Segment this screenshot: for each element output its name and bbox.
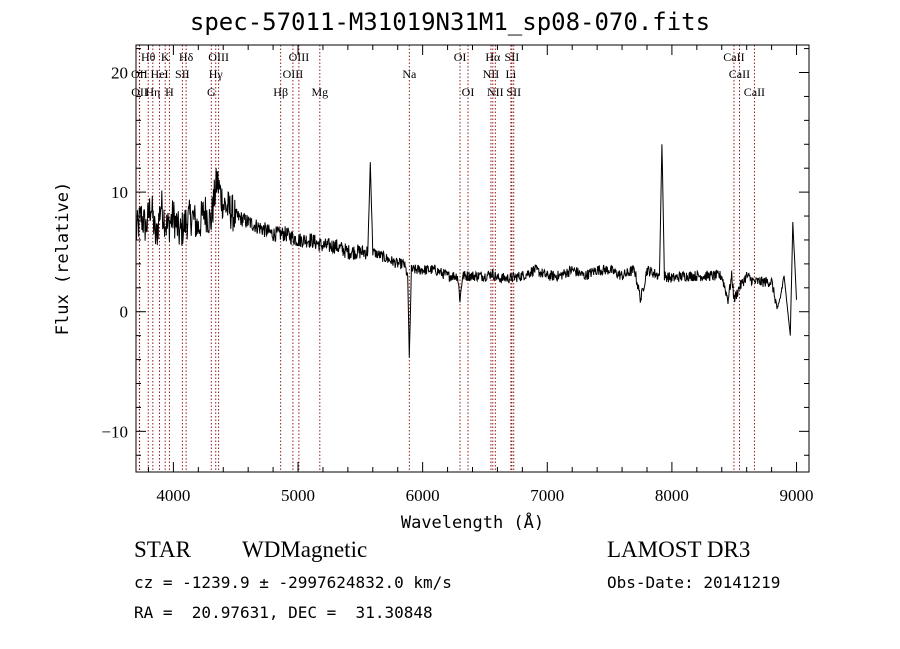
line-label: Hδ [179, 50, 194, 64]
line-label: OI [462, 85, 475, 99]
line-label: OIII [208, 50, 229, 64]
line-label: H [165, 85, 174, 99]
x-axis-label: Wavelength (Å) [401, 511, 544, 533]
line-label: Hα [485, 50, 501, 64]
obs-date: Obs-Date: 20141219 [607, 573, 781, 592]
line-label: OII [131, 67, 148, 81]
object-subclass: WDMagnetic [242, 537, 368, 562]
x-tick-label: 6000 [406, 486, 440, 505]
plot-axes: 4000 5000 6000 7000 8000 9000 −10 0 10 20 Waveleng… [53, 44, 814, 533]
chart-title: spec-57011-M31019N31M1_sp08-070.fits [189, 8, 711, 36]
x-tick-label: 5000 [281, 486, 315, 505]
flux-line [135, 144, 797, 358]
object-class: STAR [134, 537, 191, 562]
y-tick-label: −10 [101, 422, 128, 441]
y-tick-label: 0 [120, 303, 129, 322]
y-axis-label: Flux (relative) [53, 182, 73, 336]
line-label: Hθ [141, 50, 156, 64]
line-label: Li [506, 67, 517, 81]
line-label: NII [487, 85, 504, 99]
line-label: Na [402, 67, 417, 81]
line-label: SII [505, 50, 520, 64]
plot-frame [135, 44, 810, 473]
emission-line-markers [138, 45, 755, 472]
y-tick-label: 20 [111, 64, 128, 83]
line-label: Hβ [273, 85, 288, 99]
line-label: OI [454, 50, 467, 64]
line-label: HeI [151, 67, 169, 81]
line-label: OIII [283, 67, 304, 81]
survey-name: LAMOST DR3 [607, 537, 751, 562]
line-label: CaII [729, 67, 750, 81]
line-label: Hη [145, 85, 160, 99]
redshift-line: cz = -1239.9 ± -2997624832.0 km/s [134, 573, 452, 592]
line-label: NII [483, 67, 500, 81]
x-tick-label: 7000 [530, 486, 564, 505]
line-label: Mg [311, 85, 328, 99]
line-label: K [161, 50, 170, 64]
flux-series [135, 144, 797, 358]
y-tick-label: 10 [111, 183, 128, 202]
coordinates: RA = 20.97631, DEC = 31.30848 [134, 603, 433, 622]
line-label: G [207, 85, 216, 99]
line-label: OIII [289, 50, 310, 64]
line-label: SII [175, 67, 190, 81]
line-label: OII [131, 85, 148, 99]
line-label: CaII [744, 85, 765, 99]
line-label: CaII [723, 50, 744, 64]
x-tick-label: 8000 [655, 486, 689, 505]
x-tick-label: 9000 [780, 486, 814, 505]
line-label: Hγ [209, 67, 224, 81]
x-tick-label: 4000 [156, 486, 190, 505]
line-label: SII [506, 85, 521, 99]
